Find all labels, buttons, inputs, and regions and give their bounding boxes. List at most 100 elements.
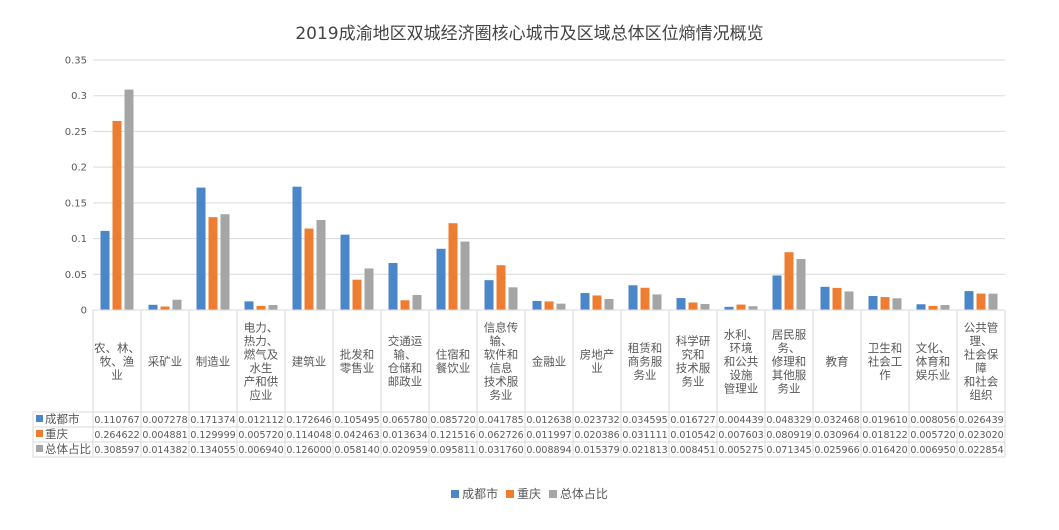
bar-1-14 (784, 252, 794, 310)
table-cell: 0.041785 (478, 415, 523, 426)
table-cell: 0.031111 (622, 430, 667, 441)
bar-0-17 (916, 304, 926, 310)
table-cell: 0.019610 (862, 415, 907, 426)
category-label: 信息 (490, 361, 513, 375)
bar-2-11 (652, 294, 662, 310)
category-label: 制造业 (196, 354, 231, 368)
table-legend-key (36, 415, 43, 422)
table-cell: 0.042463 (334, 430, 379, 441)
category-label: 输、 (490, 334, 513, 348)
table-row-header: 成都市 (45, 412, 80, 426)
category-label: 仓储和 (388, 361, 423, 375)
category-label: 科学研 (676, 334, 711, 348)
bar-0-5 (340, 234, 350, 310)
category-label: 务、 (778, 341, 801, 355)
y-tick-label: 0.35 (65, 56, 87, 67)
table-cell: 0.015379 (574, 445, 619, 456)
category-label: 公共管 (964, 321, 999, 335)
table-cell: 0.030964 (814, 430, 859, 441)
bar-2-16 (892, 298, 902, 310)
y-tick-label: 0.2 (71, 163, 87, 174)
bar-0-4 (292, 186, 302, 310)
category-label: 建筑业 (292, 354, 327, 368)
bar-1-2 (208, 217, 218, 310)
bar-1-12 (688, 302, 698, 310)
table-cell: 0.048329 (766, 415, 811, 426)
category-label: 务业 (490, 388, 513, 402)
bar-1-18 (976, 293, 986, 310)
table-cell: 0.007278 (142, 415, 187, 426)
category-label: 环境 (730, 341, 753, 355)
table-cell: 0.085720 (430, 415, 475, 426)
table-cell: 0.065780 (382, 415, 427, 426)
table-cell: 0.105495 (334, 415, 379, 426)
category-label: 教育 (826, 354, 849, 368)
table-cell: 0.032468 (814, 415, 859, 426)
category-label: 水生 (250, 361, 273, 375)
category-label: 务业 (682, 375, 705, 389)
category-label: 软件和 (484, 348, 519, 362)
table-cell: 0.022854 (958, 445, 1003, 456)
category-label: 体育和 (916, 354, 951, 368)
category-label: 社会工 (868, 354, 903, 368)
bar-2-4 (316, 220, 326, 310)
category-label: 牧、渔 (100, 354, 135, 368)
table-row-header: 总体占比 (45, 442, 91, 456)
category-label: 技术服 (676, 361, 711, 375)
category-label: 作 (879, 368, 891, 382)
bar-0-6 (388, 263, 398, 310)
y-tick-label: 0.05 (65, 270, 87, 281)
table-cell: 0.012112 (238, 415, 283, 426)
bar-0-7 (436, 248, 446, 310)
bar-1-13 (736, 304, 746, 310)
category-label: 和公共 (724, 354, 759, 368)
bar-2-5 (364, 268, 374, 310)
legend-swatch-chengdu (451, 490, 460, 498)
category-label: 热力、 (244, 334, 279, 348)
category-label: 设施 (730, 368, 753, 382)
bar-0-18 (964, 291, 974, 310)
table-cell: 0.134055 (190, 445, 235, 456)
table-cell: 0.110767 (94, 415, 139, 426)
table-cell: 0.021813 (622, 445, 667, 456)
category-label: 燃气及 (244, 348, 279, 362)
table-cell: 0.007603 (718, 430, 763, 441)
bar-1-16 (880, 297, 890, 310)
bar-2-1 (172, 299, 182, 310)
chart-title: 2019成渝地区双城经济圈核心城市及区域总体区位熵情况概览 (295, 24, 764, 44)
category-label: 修理和 (772, 354, 807, 368)
table-legend-key (36, 430, 43, 437)
table-cell: 0.005720 (238, 430, 283, 441)
table-cell: 0.011997 (526, 430, 571, 441)
bar-1-11 (640, 287, 650, 310)
bar-0-1 (148, 304, 158, 310)
bar-0-10 (580, 293, 590, 310)
category-label: 社会保 (964, 348, 999, 362)
bar-0-8 (484, 280, 494, 310)
bar-2-18 (988, 293, 998, 310)
table-cell: 0.004881 (142, 430, 187, 441)
category-label: 采矿业 (148, 354, 183, 368)
category-label: 文化、 (916, 341, 951, 355)
legend-swatch-overall (548, 490, 557, 498)
table-cell: 0.058140 (334, 445, 379, 456)
bar-2-3 (268, 305, 278, 310)
table-cell: 0.012638 (526, 415, 571, 426)
table-cell: 0.023020 (958, 430, 1003, 441)
table-cell: 0.008451 (670, 445, 715, 456)
category-label: 理、 (970, 334, 993, 348)
table-cell: 0.025966 (814, 445, 859, 456)
table-cell: 0.264622 (94, 430, 139, 441)
bar-2-15 (844, 291, 854, 310)
category-label: 邮政业 (388, 375, 423, 389)
category-label: 和社会 (964, 375, 999, 389)
category-label: 交通运 (388, 334, 423, 348)
category-label: 技术服 (484, 375, 519, 389)
table-cell: 0.308597 (94, 445, 139, 456)
table-cell: 0.004439 (718, 415, 763, 426)
table-cell: 0.126000 (286, 445, 331, 456)
category-label: 卫生和 (868, 341, 903, 355)
legend: 成都市 重庆 总体占比 (0, 485, 1059, 502)
legend-label-chengdu: 成都市 (462, 487, 499, 501)
